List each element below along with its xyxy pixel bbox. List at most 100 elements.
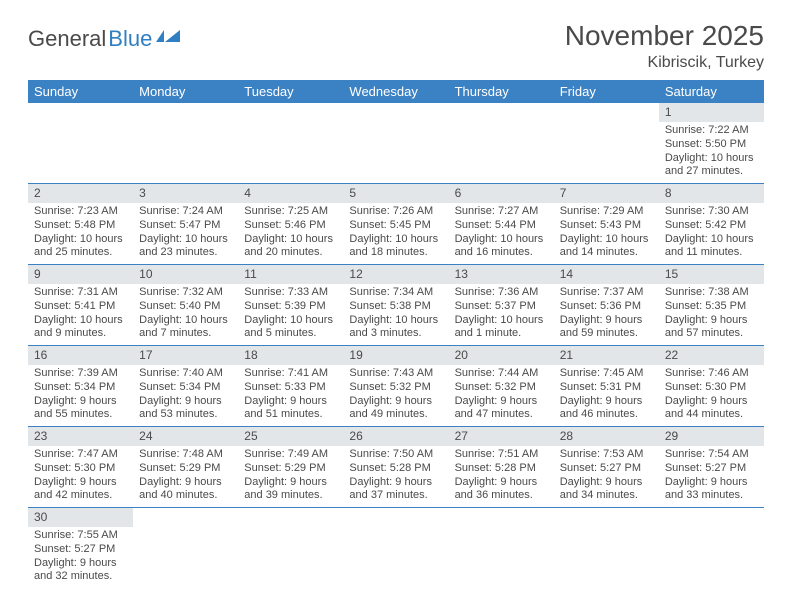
sunset-text: Sunset: 5:39 PM [244, 300, 337, 314]
day-number: 3 [133, 184, 238, 203]
daylight-text: Daylight: 9 hours and 47 minutes. [455, 395, 548, 423]
day-number: 27 [449, 427, 554, 446]
daylight-text: Daylight: 9 hours and 53 minutes. [139, 395, 232, 423]
daylight-text: Daylight: 9 hours and 37 minutes. [349, 476, 442, 504]
weekday-label: Sunday [28, 80, 133, 103]
calendar-week: 30Sunrise: 7:55 AMSunset: 5:27 PMDayligh… [28, 507, 764, 588]
sunset-text: Sunset: 5:27 PM [34, 543, 127, 557]
sunrise-text: Sunrise: 7:41 AM [244, 367, 337, 381]
calendar-cell: 3Sunrise: 7:24 AMSunset: 5:47 PMDaylight… [133, 184, 238, 264]
day-number: 25 [238, 427, 343, 446]
calendar-cell: 15 Sunrise: 7:38 AMSunset: 5:35 PMDayligh… [659, 265, 764, 345]
cell-body: Sunrise: 7:25 AMSunset: 5:46 PMDaylight:… [238, 205, 343, 264]
daylight-text: Daylight: 9 hours and 34 minutes. [560, 476, 653, 504]
sunrise-text: Sunrise: 7:51 AM [455, 448, 548, 462]
day-number: 7 [554, 184, 659, 203]
sunrise-text: Sunrise: 7:22 AM [665, 124, 758, 138]
calendar-cell [449, 103, 554, 183]
cell-body: Sunrise: 7:50 AMSunset: 5:28 PMDaylight:… [343, 448, 448, 507]
day-number: 4 [238, 184, 343, 203]
calendar-cell: 19Sunrise: 7:43 AMSunset: 5:32 PMDayligh… [343, 346, 448, 426]
sunrise-text: Sunrise: 7:33 AM [244, 286, 337, 300]
cell-body: Sunrise: 7:22 AMSunset: 5:50 PMDaylight:… [659, 124, 764, 183]
day-number: 13 [449, 265, 554, 284]
sunrise-text: Sunrise: 7:43 AM [349, 367, 442, 381]
calendar-cell: 18Sunrise: 7:41 AMSunset: 5:33 PMDayligh… [238, 346, 343, 426]
title-block: November 2025 Kibriscik, Turkey [565, 20, 764, 72]
sunrise-text: Sunrise: 7:38 AM [665, 286, 758, 300]
daylight-text: Daylight: 10 hours and 25 minutes. [34, 233, 127, 261]
calendar-cell [449, 508, 554, 588]
calendar-cell: 20Sunrise: 7:44 AMSunset: 5:32 PMDayligh… [449, 346, 554, 426]
sunrise-text: Sunrise: 7:29 AM [560, 205, 653, 219]
sunset-text: Sunset: 5:31 PM [560, 381, 653, 395]
sunrise-text: Sunrise: 7:44 AM [455, 367, 548, 381]
cell-body: Sunrise: 7:41 AMSunset: 5:33 PMDaylight:… [238, 367, 343, 426]
sunset-text: Sunset: 5:28 PM [349, 462, 442, 476]
daylight-text: Daylight: 9 hours and 33 minutes. [665, 476, 758, 504]
daylight-text: Daylight: 9 hours and 57 minutes. [665, 314, 758, 342]
day-number: 2 [28, 184, 133, 203]
daylight-text: Daylight: 10 hours and 1 minute. [455, 314, 548, 342]
cell-body: Sunrise: 7:38 AMSunset: 5:35 PMDaylight:… [659, 286, 764, 345]
calendar-cell: 13 Sunrise: 7:36 AMSunset: 5:37 PMDayligh… [449, 265, 554, 345]
sunset-text: Sunset: 5:40 PM [139, 300, 232, 314]
day-number: 11 [238, 265, 343, 284]
calendar-week: 9 Sunrise: 7:31 AMSunset: 5:41 PMDaylight… [28, 264, 764, 345]
sunset-text: Sunset: 5:46 PM [244, 219, 337, 233]
cell-body: Sunrise: 7:49 AMSunset: 5:29 PMDaylight:… [238, 448, 343, 507]
calendar-cell [343, 103, 448, 183]
daylight-text: Daylight: 9 hours and 32 minutes. [34, 557, 127, 585]
day-number: 9 [28, 265, 133, 284]
daylight-text: Daylight: 10 hours and 7 minutes. [139, 314, 232, 342]
sunset-text: Sunset: 5:36 PM [560, 300, 653, 314]
cell-body: Sunrise: 7:32 AMSunset: 5:40 PMDaylight:… [133, 286, 238, 345]
sunset-text: Sunset: 5:27 PM [665, 462, 758, 476]
calendar-cell [238, 508, 343, 588]
day-number: 28 [554, 427, 659, 446]
calendar-cell: 6Sunrise: 7:27 AMSunset: 5:44 PMDaylight… [449, 184, 554, 264]
sunrise-text: Sunrise: 7:32 AM [139, 286, 232, 300]
sunrise-text: Sunrise: 7:37 AM [560, 286, 653, 300]
sunrise-text: Sunrise: 7:36 AM [455, 286, 548, 300]
logo: General Blue [28, 20, 182, 52]
sunrise-text: Sunrise: 7:48 AM [139, 448, 232, 462]
cell-body: Sunrise: 7:31 AMSunset: 5:41 PMDaylight:… [28, 286, 133, 345]
calendar-cell: 12Sunrise: 7:34 AMSunset: 5:38 PMDayligh… [343, 265, 448, 345]
calendar-cell: 27 Sunrise: 7:51 AMSunset: 5:28 PMDayligh… [449, 427, 554, 507]
logo-text-dark: General [28, 26, 106, 52]
day-number: 15 [659, 265, 764, 284]
sunset-text: Sunset: 5:34 PM [34, 381, 127, 395]
calendar-page: General Blue November 2025 Kibriscik, Tu… [0, 0, 792, 608]
sunrise-text: Sunrise: 7:53 AM [560, 448, 653, 462]
day-number: 5 [343, 184, 448, 203]
cell-body: Sunrise: 7:51 AMSunset: 5:28 PMDaylight:… [449, 448, 554, 507]
calendar-cell: 2Sunrise: 7:23 AMSunset: 5:48 PMDaylight… [28, 184, 133, 264]
calendar-cell: 30Sunrise: 7:55 AMSunset: 5:27 PMDayligh… [28, 508, 133, 588]
weekday-label: Tuesday [238, 80, 343, 103]
cell-body: Sunrise: 7:47 AMSunset: 5:30 PMDaylight:… [28, 448, 133, 507]
sunset-text: Sunset: 5:33 PM [244, 381, 337, 395]
cell-body: Sunrise: 7:55 AMSunset: 5:27 PMDaylight:… [28, 529, 133, 588]
calendar-cell: 24Sunrise: 7:48 AMSunset: 5:29 PMDayligh… [133, 427, 238, 507]
weekday-label: Monday [133, 80, 238, 103]
calendar-cell: 23Sunrise: 7:47 AMSunset: 5:30 PMDayligh… [28, 427, 133, 507]
calendar-cell: 10Sunrise: 7:32 AMSunset: 5:40 PMDayligh… [133, 265, 238, 345]
header: General Blue November 2025 Kibriscik, Tu… [28, 20, 764, 72]
calendar-cell [133, 508, 238, 588]
day-number: 26 [343, 427, 448, 446]
sunset-text: Sunset: 5:43 PM [560, 219, 653, 233]
daylight-text: Daylight: 9 hours and 40 minutes. [139, 476, 232, 504]
month-title: November 2025 [565, 20, 764, 52]
weekday-label: Thursday [449, 80, 554, 103]
sunrise-text: Sunrise: 7:23 AM [34, 205, 127, 219]
calendar-cell: 26 Sunrise: 7:50 AMSunset: 5:28 PMDayligh… [343, 427, 448, 507]
day-number: 29 [659, 427, 764, 446]
daylight-text: Daylight: 10 hours and 20 minutes. [244, 233, 337, 261]
sunset-text: Sunset: 5:37 PM [455, 300, 548, 314]
daylight-text: Daylight: 9 hours and 46 minutes. [560, 395, 653, 423]
cell-body: Sunrise: 7:34 AMSunset: 5:38 PMDaylight:… [343, 286, 448, 345]
weekday-label: Wednesday [343, 80, 448, 103]
sunset-text: Sunset: 5:34 PM [139, 381, 232, 395]
sunset-text: Sunset: 5:38 PM [349, 300, 442, 314]
